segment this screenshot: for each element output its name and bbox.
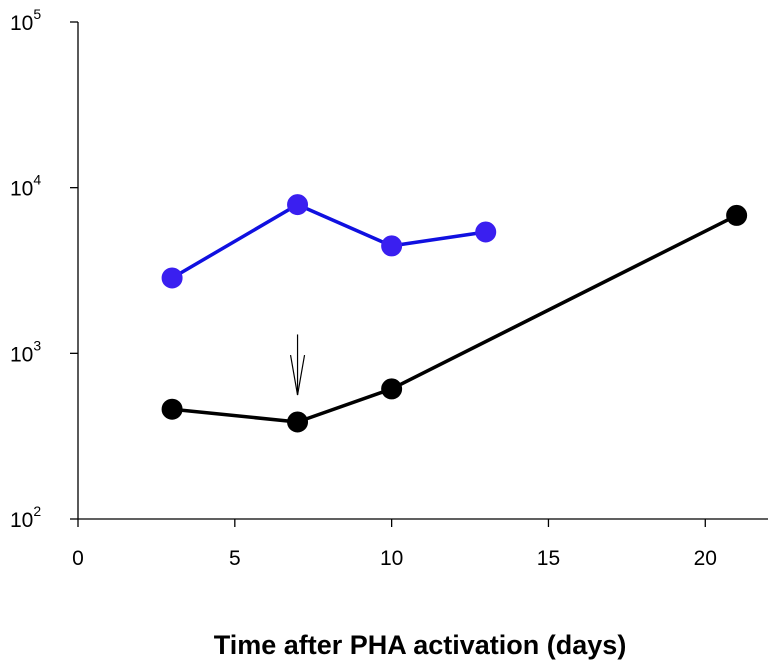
x-tick-label: 20	[694, 547, 717, 570]
series-line-0	[171, 202, 486, 280]
y-tick-label: 102	[10, 503, 41, 532]
annotation-layer	[289, 334, 306, 396]
y-tick-label: 105	[10, 6, 41, 35]
data-point	[161, 267, 183, 289]
y-tick-exponent: 4	[33, 172, 41, 188]
data-point	[726, 204, 748, 226]
y-tick-exponent: 3	[33, 337, 41, 353]
data-point	[475, 221, 497, 243]
data-point	[381, 235, 403, 257]
x-tick-label: 5	[229, 547, 241, 570]
axes: 0 5 10 15 20 102 103 104 105	[10, 6, 768, 570]
y-tick-exponent: 5	[33, 6, 41, 22]
y-tick-label: 103	[10, 337, 41, 366]
x-tick-label: 10	[380, 547, 403, 570]
series-line-1	[171, 213, 738, 424]
data-point	[381, 378, 403, 400]
x-tick-label: 0	[72, 547, 84, 570]
data-point	[287, 194, 309, 216]
data-point	[287, 411, 309, 433]
y-tick-exponent: 2	[33, 503, 41, 519]
annotation-arrow-head	[289, 354, 306, 396]
y-tick-label: 104	[10, 172, 41, 201]
data-point	[161, 398, 183, 420]
series-layer	[161, 194, 748, 433]
x-axis-title: Time after PHA activation (days)	[214, 630, 627, 660]
x-tick-label: 15	[537, 547, 560, 570]
